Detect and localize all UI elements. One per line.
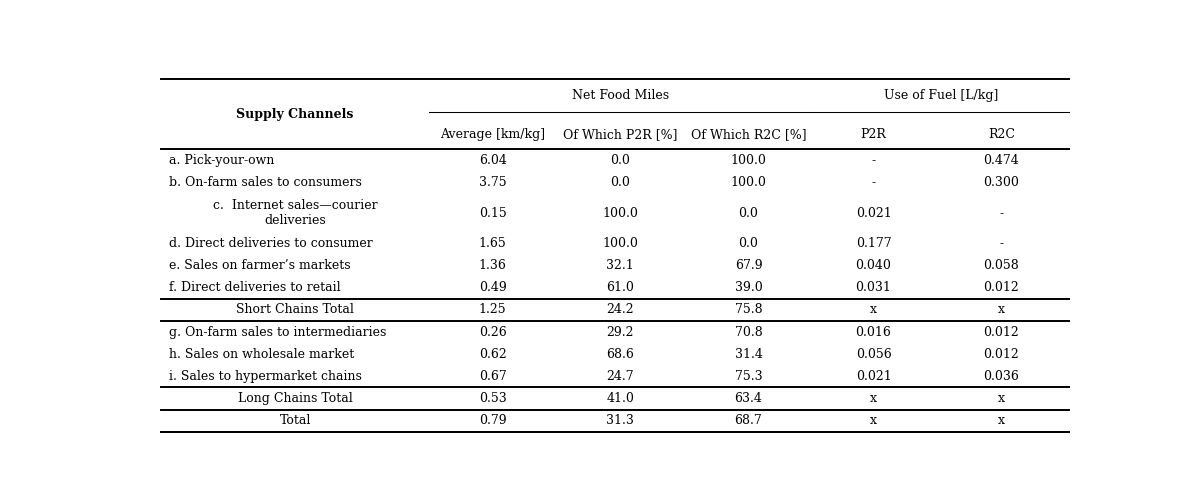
Text: 0.012: 0.012 xyxy=(984,348,1019,361)
Text: 31.4: 31.4 xyxy=(734,348,762,361)
Text: R2C: R2C xyxy=(988,128,1015,141)
Text: x: x xyxy=(998,303,1004,316)
Text: P2R: P2R xyxy=(860,128,887,141)
Text: 0.021: 0.021 xyxy=(856,207,892,220)
Text: 0.177: 0.177 xyxy=(856,237,892,250)
Text: Long Chains Total: Long Chains Total xyxy=(238,392,353,405)
Text: 68.6: 68.6 xyxy=(606,348,634,361)
Text: 0.036: 0.036 xyxy=(984,370,1019,383)
Text: -: - xyxy=(1000,207,1003,220)
Text: 0.53: 0.53 xyxy=(479,392,506,405)
Text: 70.8: 70.8 xyxy=(734,326,762,339)
Text: d. Direct deliveries to consumer: d. Direct deliveries to consumer xyxy=(168,237,372,250)
Text: 0.15: 0.15 xyxy=(479,207,506,220)
Text: 0.0: 0.0 xyxy=(738,207,758,220)
Text: -: - xyxy=(871,154,876,167)
Text: Of Which P2R [%]: Of Which P2R [%] xyxy=(563,128,677,141)
Text: a. Pick-your-own: a. Pick-your-own xyxy=(168,154,274,167)
Text: x: x xyxy=(998,392,1004,405)
Text: 3.75: 3.75 xyxy=(479,176,506,189)
Text: Supply Channels: Supply Channels xyxy=(236,108,354,121)
Text: 0.012: 0.012 xyxy=(984,281,1019,294)
Text: 0.021: 0.021 xyxy=(856,370,892,383)
Text: 0.0: 0.0 xyxy=(610,154,630,167)
Text: 6.04: 6.04 xyxy=(479,154,506,167)
Text: 67.9: 67.9 xyxy=(734,259,762,272)
Text: 0.016: 0.016 xyxy=(856,326,892,339)
Text: h. Sales on wholesale market: h. Sales on wholesale market xyxy=(168,348,354,361)
Text: 0.056: 0.056 xyxy=(856,348,892,361)
Text: b. On-farm sales to consumers: b. On-farm sales to consumers xyxy=(168,176,361,189)
Text: 100.0: 100.0 xyxy=(731,176,767,189)
Text: g. On-farm sales to intermediaries: g. On-farm sales to intermediaries xyxy=(168,326,386,339)
Text: 75.8: 75.8 xyxy=(734,303,762,316)
Text: 0.0: 0.0 xyxy=(610,176,630,189)
Text: 24.2: 24.2 xyxy=(606,303,634,316)
Text: Of Which R2C [%]: Of Which R2C [%] xyxy=(691,128,806,141)
Text: 0.67: 0.67 xyxy=(479,370,506,383)
Text: f. Direct deliveries to retail: f. Direct deliveries to retail xyxy=(168,281,341,294)
Text: 1.65: 1.65 xyxy=(479,237,506,250)
Text: 39.0: 39.0 xyxy=(734,281,762,294)
Text: 0.058: 0.058 xyxy=(984,259,1019,272)
Text: 100.0: 100.0 xyxy=(731,154,767,167)
Text: Total: Total xyxy=(280,414,311,427)
Text: -: - xyxy=(871,176,876,189)
Text: Use of Fuel [L/kg]: Use of Fuel [L/kg] xyxy=(883,89,998,102)
Text: x: x xyxy=(998,414,1004,427)
Text: 0.300: 0.300 xyxy=(984,176,1019,189)
Text: e. Sales on farmer’s markets: e. Sales on farmer’s markets xyxy=(168,259,350,272)
Text: 100.0: 100.0 xyxy=(602,207,638,220)
Text: 61.0: 61.0 xyxy=(606,281,634,294)
Text: -: - xyxy=(1000,237,1003,250)
Text: x: x xyxy=(870,414,877,427)
Text: 75.3: 75.3 xyxy=(734,370,762,383)
Text: 0.49: 0.49 xyxy=(479,281,506,294)
Text: 0.62: 0.62 xyxy=(479,348,506,361)
Text: 0.474: 0.474 xyxy=(984,154,1019,167)
Text: Short Chains Total: Short Chains Total xyxy=(236,303,354,316)
Text: 0.040: 0.040 xyxy=(856,259,892,272)
Text: 24.7: 24.7 xyxy=(606,370,634,383)
Text: Net Food Miles: Net Food Miles xyxy=(572,89,670,102)
Text: x: x xyxy=(870,303,877,316)
Text: 1.36: 1.36 xyxy=(479,259,506,272)
Text: c.  Internet sales—courier
deliveries: c. Internet sales—courier deliveries xyxy=(212,199,377,227)
Text: 0.79: 0.79 xyxy=(479,414,506,427)
Text: Average [km/kg]: Average [km/kg] xyxy=(440,128,545,141)
Text: 32.1: 32.1 xyxy=(606,259,634,272)
Text: 29.2: 29.2 xyxy=(606,326,634,339)
Text: i. Sales to hypermarket chains: i. Sales to hypermarket chains xyxy=(168,370,361,383)
Text: 100.0: 100.0 xyxy=(602,237,638,250)
Text: 68.7: 68.7 xyxy=(734,414,762,427)
Text: 41.0: 41.0 xyxy=(606,392,634,405)
Text: 0.012: 0.012 xyxy=(984,326,1019,339)
Text: 0.031: 0.031 xyxy=(856,281,892,294)
Text: 31.3: 31.3 xyxy=(606,414,634,427)
Text: x: x xyxy=(870,392,877,405)
Text: 0.0: 0.0 xyxy=(738,237,758,250)
Text: 63.4: 63.4 xyxy=(734,392,762,405)
Text: 0.26: 0.26 xyxy=(479,326,506,339)
Text: 1.25: 1.25 xyxy=(479,303,506,316)
